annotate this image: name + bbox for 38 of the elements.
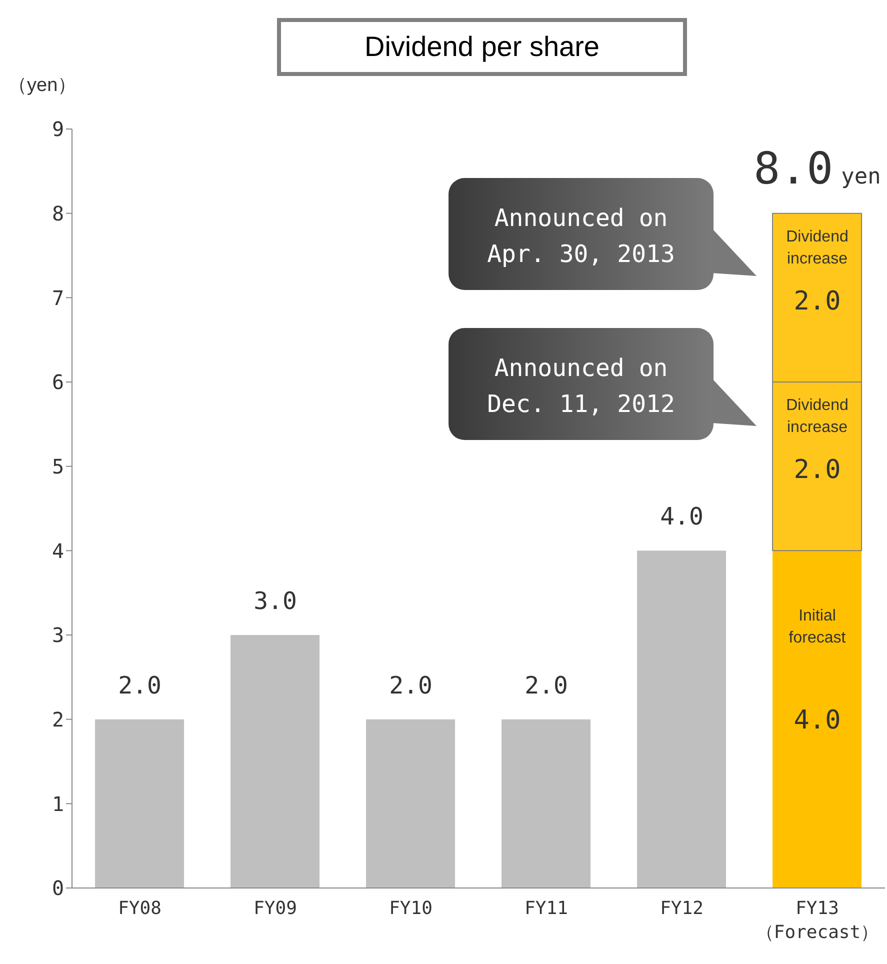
total-label: 2.0 <box>389 671 432 700</box>
y-axis-title: （yen） <box>8 74 77 98</box>
total-label: 3.0 <box>254 587 297 615</box>
bar <box>230 635 320 888</box>
bar <box>366 719 456 888</box>
chart-title: Dividend per share <box>277 18 687 76</box>
x-tick-label: FY10 <box>389 898 432 919</box>
series-label: Dividend increase <box>786 397 848 436</box>
annotation: Announced on Apr. 30, 2013 <box>487 204 675 268</box>
bar <box>502 719 591 888</box>
bar <box>95 719 184 888</box>
y-tick-label: 2 <box>52 707 64 732</box>
y-tick-label: 5 <box>52 454 64 478</box>
total-label: 2.0 <box>118 671 162 700</box>
data-label: 4.0 <box>794 706 841 736</box>
y-tick-label: 8 <box>52 201 64 226</box>
series-label: Dividend increase <box>786 228 848 268</box>
total-label: 2.0 <box>524 671 568 700</box>
y-tick-label: 6 <box>52 370 64 394</box>
y-tick-label: 1 <box>52 792 64 816</box>
x-tick-label: FY13 （Forecast） <box>756 898 879 943</box>
y-tick-label: 0 <box>52 876 64 900</box>
y-tick-label: 9 <box>52 117 64 142</box>
data-label: 2.0 <box>794 455 841 485</box>
y-tick-label: 3 <box>52 623 64 648</box>
x-tick-label: FY11 <box>524 898 568 919</box>
series-label: Initial forecast <box>788 608 846 647</box>
y-tick-label: 4 <box>52 538 64 563</box>
x-tick-label: FY09 <box>254 898 297 919</box>
bar <box>637 550 726 888</box>
y-tick-label: 7 <box>52 286 64 310</box>
bar <box>772 550 862 888</box>
total-label: 4.0 <box>660 502 704 531</box>
total-label: 8.0 yen <box>754 143 881 194</box>
x-tick-label: FY12 <box>660 898 704 919</box>
data-label: 2.0 <box>794 286 841 316</box>
annotation: Announced on Dec. 11, 2012 <box>487 354 675 418</box>
x-tick-label: FY08 <box>118 898 162 919</box>
